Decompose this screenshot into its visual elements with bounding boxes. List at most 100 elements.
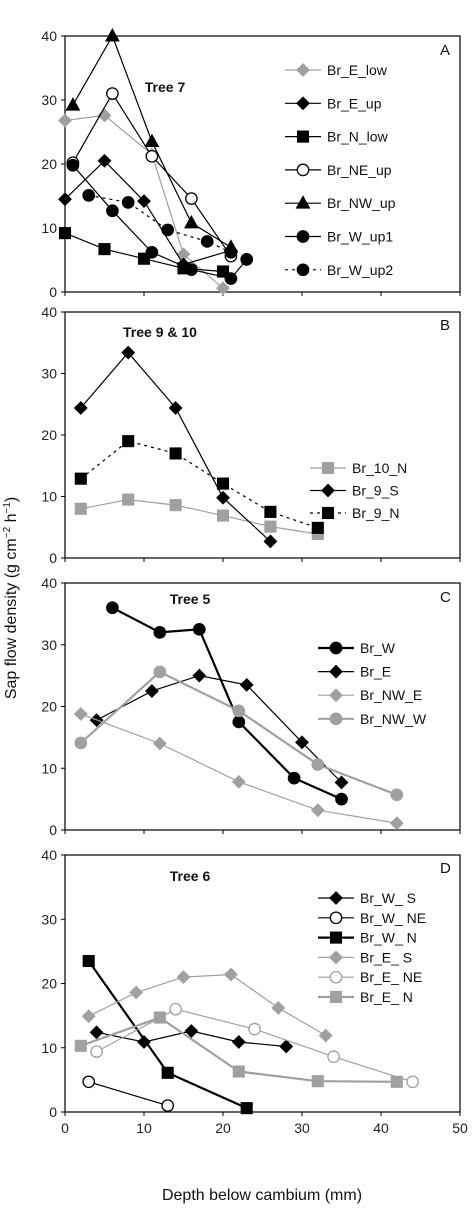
data-point [310, 803, 325, 818]
legend-label: Br_W_ S [360, 890, 416, 906]
data-point [192, 622, 206, 636]
y-tick-label: 0 [49, 1104, 57, 1120]
data-point [240, 253, 254, 266]
panel-title: Tree 6 [170, 868, 211, 884]
legend-marker [296, 130, 310, 143]
data-point [161, 223, 175, 237]
y-tick-label: 10 [41, 489, 57, 505]
series-br-nw-e [73, 706, 404, 831]
data-point [232, 715, 246, 729]
y-axis-label: Sap flow density (g cm−2 h−1) [2, 497, 20, 699]
legend-label: Br_W_ N [360, 930, 417, 946]
legend-label: Br_W_up1 [327, 229, 393, 245]
data-point [318, 1028, 333, 1043]
data-point [311, 758, 325, 771]
data-point [106, 87, 119, 100]
data-point [129, 985, 144, 1000]
series-br-w-up2 [82, 189, 238, 259]
data-point [161, 1099, 175, 1112]
x-tick-label: 10 [136, 1120, 152, 1136]
data-point [169, 447, 182, 460]
data-point [74, 472, 87, 485]
legend-marker [329, 688, 343, 703]
y-tick-label: 20 [41, 156, 57, 172]
y-tick-label: 10 [41, 760, 57, 776]
data-point [216, 477, 230, 490]
series-line [80, 351, 271, 542]
legend-label: Br_E_ NE [360, 969, 422, 985]
legend: Br_E_low Br_E_up Br_N_low Br_NE_up Br_NW_up B… [285, 62, 396, 278]
data-point [82, 189, 96, 202]
y-tick-label: 20 [41, 699, 57, 715]
data-point [223, 967, 238, 982]
data-point [169, 499, 182, 512]
legend-label: Br_NW_W [360, 711, 427, 727]
data-point [287, 771, 301, 785]
data-point [406, 1075, 419, 1089]
y-tick-label: 20 [41, 976, 57, 992]
data-point [73, 401, 88, 415]
data-point [389, 816, 404, 831]
data-point [231, 774, 246, 789]
legend-label: Br_W_ NE [360, 910, 426, 926]
y-tick-label: 40 [41, 304, 57, 320]
data-point [144, 133, 160, 148]
data-point [104, 28, 120, 42]
y-tick-label: 10 [41, 220, 57, 236]
series-br-w-up1 [66, 158, 254, 285]
y-axis-label-exp1: −2 [2, 526, 13, 538]
data-point [232, 1065, 245, 1078]
legend-marker [321, 461, 335, 475]
data-point [264, 505, 277, 518]
data-point [327, 1050, 340, 1064]
panel-title: Tree 5 [170, 591, 211, 607]
data-point [122, 493, 135, 506]
data-point [73, 706, 88, 721]
data-point [121, 345, 136, 360]
data-point [137, 194, 151, 209]
legend-label: Br_NW_up [327, 195, 396, 211]
y-axis-label-mid: h [3, 514, 20, 527]
x-tick-label: 40 [373, 1120, 389, 1136]
panel-letter: B [440, 317, 450, 334]
plot-frame [64, 311, 461, 559]
legend-marker [296, 230, 310, 243]
data-point [153, 665, 167, 679]
data-point [137, 252, 151, 265]
x-axis-label: Depth below cambium (mm) [162, 1187, 362, 1204]
data-point [65, 97, 81, 111]
legend-marker [329, 950, 343, 965]
legend-marker [321, 483, 335, 498]
series-br-w-s [89, 1024, 294, 1054]
series-br-9-n [74, 435, 324, 534]
data-point [263, 534, 278, 549]
x-tick-label: 20 [215, 1120, 231, 1136]
x-tick-label: 0 [61, 1120, 69, 1136]
data-point [81, 1009, 96, 1024]
data-point [184, 1024, 199, 1038]
data-point [66, 158, 80, 172]
data-point [192, 668, 207, 683]
y-tick-label: 30 [41, 911, 57, 927]
series-br-nw-up [65, 28, 239, 253]
y-tick-label: 10 [41, 1040, 57, 1056]
data-point [239, 677, 254, 692]
data-point [106, 601, 119, 615]
data-point [311, 1075, 324, 1088]
legend-marker [329, 712, 343, 726]
legend-label: Br_NW_E [360, 687, 422, 703]
legend-label: Br_9_S [352, 483, 399, 499]
data-point [176, 970, 191, 984]
data-point [185, 192, 198, 205]
series-br-n-low [58, 227, 230, 278]
series-line [80, 498, 318, 535]
legend-marker [296, 96, 310, 111]
data-point [90, 1045, 103, 1058]
data-point [279, 1039, 294, 1054]
legend-marker [329, 970, 343, 984]
series-line [88, 973, 327, 1037]
series-line [111, 606, 342, 801]
legend-label: Br_9_N [352, 505, 399, 521]
